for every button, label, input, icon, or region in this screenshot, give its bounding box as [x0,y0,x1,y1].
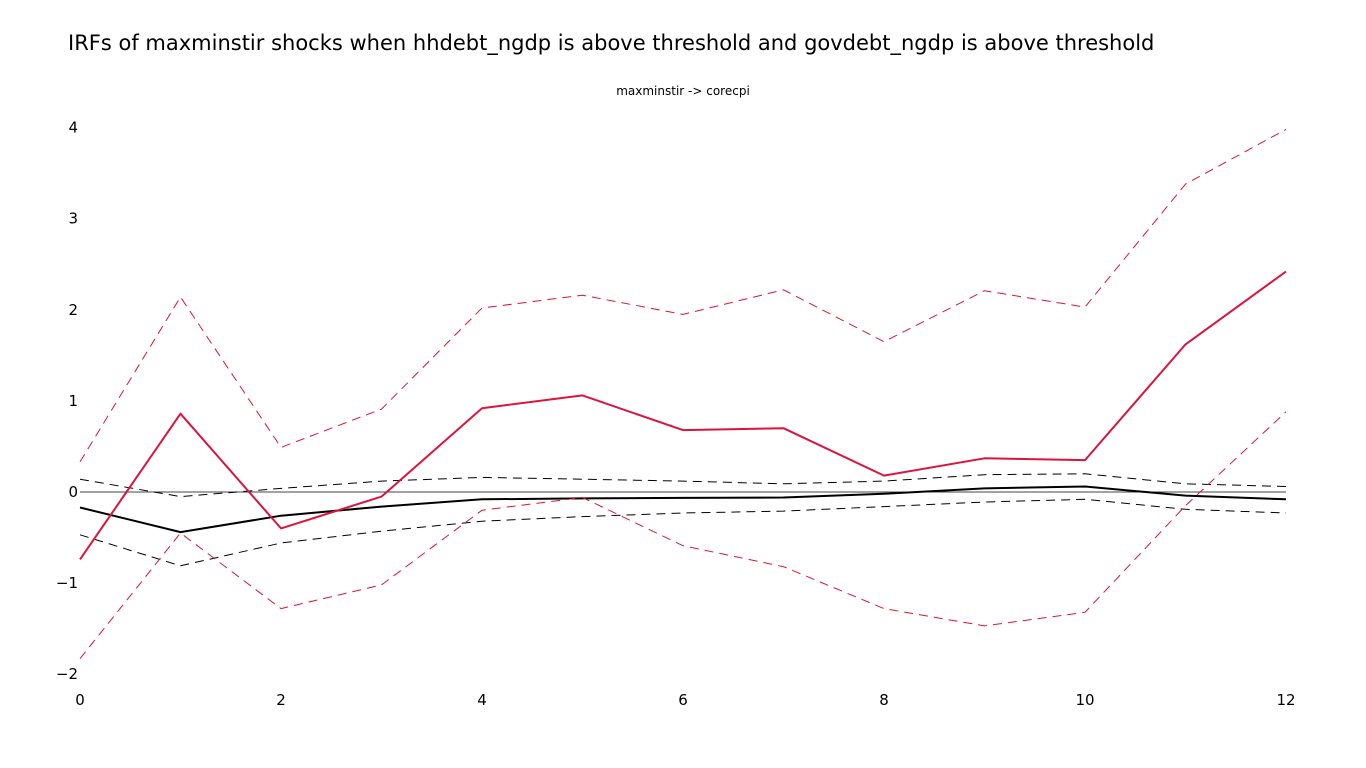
series-line-5 [79,411,1287,660]
series-line-1 [79,473,1287,498]
x-axis-ticks: 0 2 4 6 8 10 12 [75,691,1295,709]
x-tick-label: 0 [75,691,85,709]
x-tick-label: 6 [678,691,688,709]
y-tick-label: 3 [68,210,78,228]
series-layer [79,128,1287,660]
y-tick-label: 1 [68,392,78,410]
series-line-4 [79,128,1287,463]
x-tick-label: 4 [477,691,487,709]
y-tick-label: −2 [56,665,78,683]
y-axis-ticks: −2 −1 0 1 2 3 4 [56,119,78,684]
chart-title: IRFs of maxminstir shocks when hhdebt_ng… [68,31,1154,56]
y-tick-label: 0 [68,483,78,501]
y-tick-label: 2 [68,301,78,319]
series-line-2 [79,498,1287,567]
x-tick-label: 8 [879,691,889,709]
x-tick-label: 12 [1276,691,1295,709]
y-tick-label: 4 [68,119,78,137]
subplot-title: maxminstir -> corecpi [616,84,750,98]
y-tick-label: −1 [56,574,78,592]
series-line-0 [79,485,1287,534]
x-tick-label: 10 [1075,691,1094,709]
series-line-3 [79,270,1287,560]
x-tick-label: 2 [276,691,286,709]
